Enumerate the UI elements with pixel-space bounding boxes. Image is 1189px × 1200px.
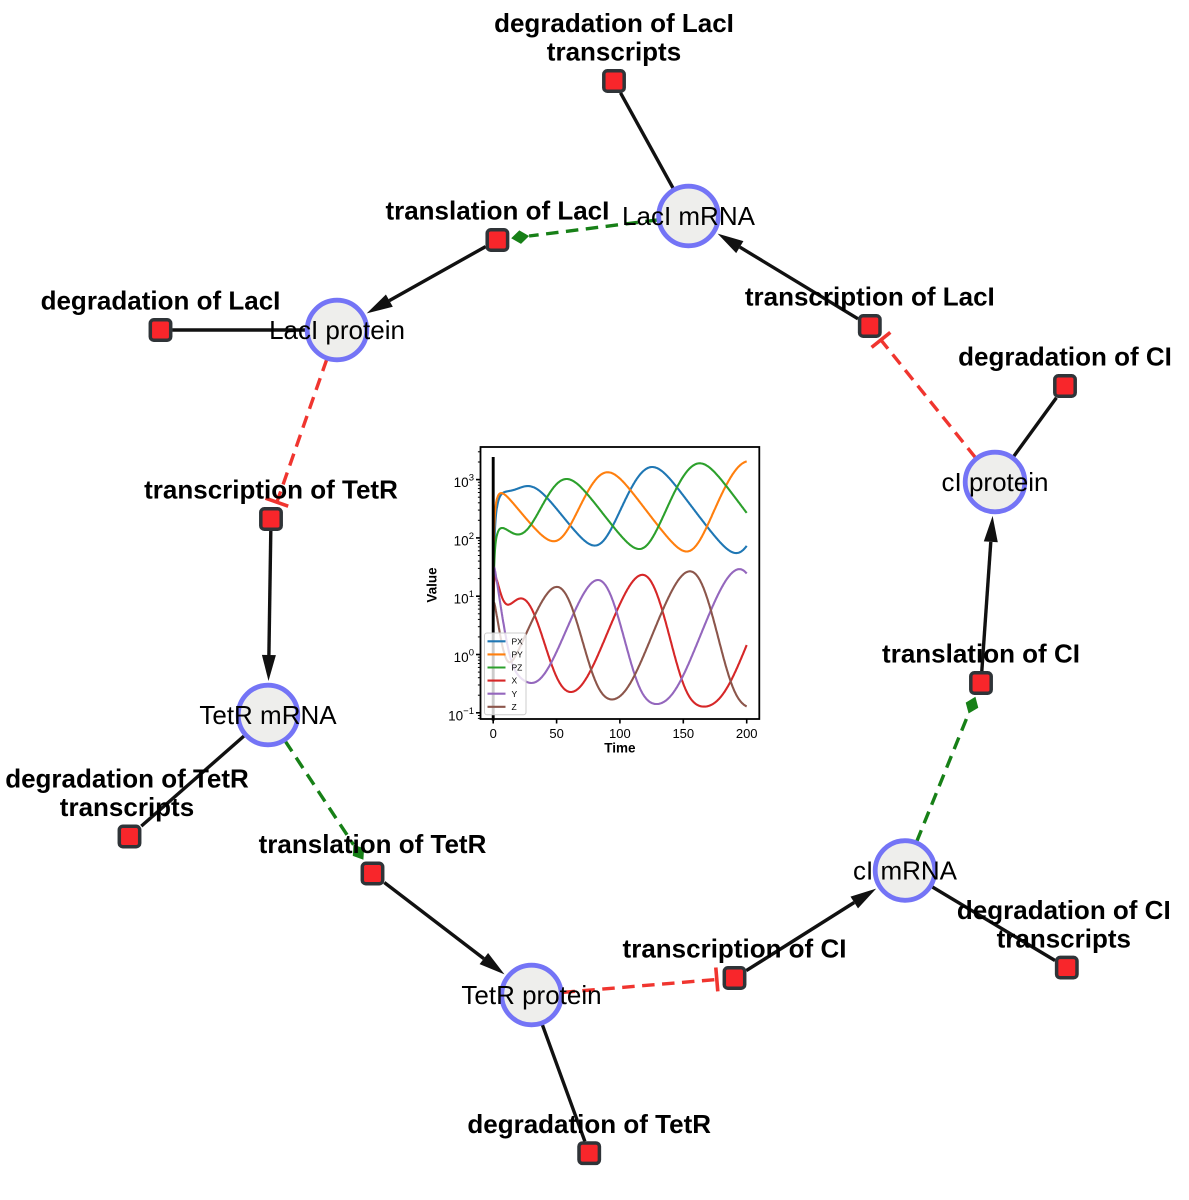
svg-text:degradation of TetR: degradation of TetR [467,1109,711,1139]
svg-text:translation of TetR: translation of TetR [259,829,487,859]
svg-text:TetR mRNA: TetR mRNA [199,700,337,730]
svg-text:PY: PY [512,650,524,660]
svg-text:degradation of TetR: degradation of TetR [5,764,249,794]
svg-text:cI protein: cI protein [942,467,1049,497]
svg-text:0: 0 [490,726,497,741]
svg-text:transcripts: transcripts [547,37,681,67]
svg-text:Time: Time [604,741,636,756]
svg-text:200: 200 [736,726,758,741]
svg-text:Y: Y [512,689,518,699]
svg-text:Value: Value [425,567,440,603]
svg-text:degradation of LacI: degradation of LacI [494,8,734,38]
svg-text:cI mRNA: cI mRNA [853,856,958,886]
svg-text:50: 50 [549,726,563,741]
svg-text:transcription of LacI: transcription of LacI [745,282,995,312]
svg-text:100: 100 [609,726,631,741]
svg-text:transcription of TetR: transcription of TetR [144,475,398,505]
svg-text:LacI protein: LacI protein [269,315,405,345]
svg-text:transcripts: transcripts [997,923,1131,953]
svg-text:150: 150 [672,726,694,741]
svg-text:translation of LacI: translation of LacI [385,196,609,226]
svg-text:translation of CI: translation of CI [882,639,1080,669]
svg-text:degradation of CI: degradation of CI [958,342,1172,372]
svg-text:TetR protein: TetR protein [461,980,601,1010]
svg-text:LacI mRNA: LacI mRNA [622,201,756,231]
svg-text:degradation of CI: degradation of CI [957,895,1171,925]
svg-text:transcripts: transcripts [60,792,194,822]
svg-text:degradation of LacI: degradation of LacI [41,286,281,316]
svg-text:transcription of CI: transcription of CI [623,934,847,964]
svg-text:Z: Z [512,702,517,712]
svg-text:PZ: PZ [512,663,523,673]
svg-text:PX: PX [512,636,524,646]
svg-text:X: X [512,676,518,686]
